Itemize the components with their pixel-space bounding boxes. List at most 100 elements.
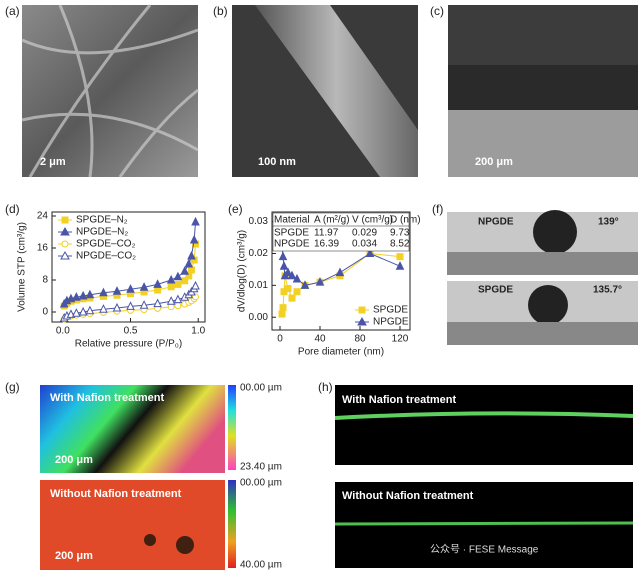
droplet	[528, 285, 568, 325]
point	[191, 280, 200, 290]
panel-label: (a)	[5, 4, 20, 18]
y-tick-label: 8	[42, 275, 48, 286]
y-tick-label: 16	[37, 243, 49, 254]
legend-marker	[60, 226, 70, 236]
legend-label: NPGDE–N₂	[76, 227, 128, 238]
point	[293, 288, 301, 296]
droplet	[533, 210, 577, 254]
point	[112, 286, 122, 295]
angle-label: 139°	[598, 217, 619, 228]
scale-bar-label: 200 μm	[55, 550, 93, 562]
sample-label: NPGDE	[478, 217, 514, 228]
height-map	[40, 385, 225, 473]
point	[139, 300, 149, 309]
scale-bar-label: 100 nm	[258, 156, 296, 168]
point	[99, 304, 108, 313]
point	[191, 216, 200, 226]
y-axis-label: Volume STP (cm³/g)	[17, 222, 28, 312]
panel-label: (c)	[430, 4, 444, 18]
point	[174, 280, 182, 288]
point	[78, 290, 88, 300]
panel-label: (e)	[228, 202, 243, 216]
legend-label: SPGDE	[373, 305, 408, 316]
electrode-layer	[448, 65, 638, 110]
point	[395, 261, 405, 270]
defect	[144, 534, 156, 546]
plot-frame	[51, 211, 206, 323]
point	[85, 289, 95, 299]
point	[180, 266, 189, 275]
x-tick-label: 0.0	[56, 326, 70, 337]
point	[278, 310, 286, 318]
x-tick-label: 80	[354, 334, 366, 345]
point	[174, 302, 182, 310]
y-tick-label: 0	[42, 307, 48, 318]
x-tick-label: 0	[277, 334, 283, 345]
point	[396, 253, 404, 261]
inset-table	[272, 212, 410, 252]
point	[335, 267, 345, 277]
legend-label: NPGDE	[373, 317, 409, 328]
x-tick-label: 40	[314, 334, 326, 345]
table-cell: 0.029	[352, 228, 377, 239]
panel-label: (b)	[213, 4, 228, 18]
table-cell: 9.73	[390, 228, 410, 239]
point	[166, 274, 176, 284]
point	[292, 273, 302, 283]
point	[300, 280, 310, 289]
legend-marker	[60, 250, 70, 260]
point	[184, 258, 194, 268]
legend-marker	[61, 216, 69, 224]
colorbar-label: 40.00 µm	[240, 560, 282, 571]
point	[72, 308, 81, 317]
point	[99, 287, 108, 297]
table-header: D (nm)	[390, 215, 421, 226]
point	[288, 294, 296, 302]
plot-frame	[271, 211, 411, 331]
panel-label: (h)	[318, 380, 333, 394]
point	[153, 279, 162, 288]
table-cell: 11.97	[314, 228, 339, 239]
table-cell: 16.39	[314, 239, 339, 250]
legend-label: SPGDE–CO₂	[76, 239, 136, 250]
scale-bar-label: 200 μm	[475, 156, 513, 168]
height-map	[40, 480, 225, 570]
table-header: Material	[274, 215, 310, 226]
point	[72, 292, 81, 301]
y-tick-label: 0.00	[249, 312, 269, 323]
panel-label: (g)	[5, 380, 20, 394]
point	[279, 304, 287, 312]
point	[283, 267, 293, 277]
point	[365, 248, 375, 257]
point	[189, 234, 199, 244]
colorbar	[228, 480, 236, 568]
fiber	[255, 5, 418, 177]
table-cell: 8.52	[390, 239, 410, 250]
x-tick-label: 1.0	[191, 326, 205, 337]
profile-title: Without Nafion treatment	[342, 490, 474, 502]
fiber-texture	[21, 4, 199, 178]
x-axis-label: Relative pressure (P/P₀)	[75, 339, 183, 350]
defect	[176, 536, 194, 554]
y-tick-label: 24	[37, 211, 49, 222]
point	[284, 285, 292, 293]
watermark: 公众号 · FESE Message	[430, 544, 539, 556]
legend-label: SPGDE–N₂	[76, 215, 128, 226]
point	[287, 270, 297, 280]
colorbar-label: 00.00 µm	[240, 383, 282, 394]
substrate	[447, 252, 638, 275]
legend-marker	[358, 306, 366, 314]
table-header: A (m²/g)	[314, 215, 350, 226]
point	[167, 283, 175, 291]
table-cell: NPGDE	[274, 239, 310, 250]
profile-title: With Nafion treatment	[342, 394, 457, 406]
y-tick-label: 0.03	[249, 216, 269, 227]
y-tick-label: 0.01	[249, 280, 269, 291]
sample-label: SPGDE	[478, 285, 513, 296]
profile-line	[334, 521, 634, 526]
point	[187, 266, 195, 274]
x-axis-label: Pore diameter (nm)	[298, 347, 384, 358]
substrate	[447, 322, 638, 345]
panel-label: (d)	[5, 202, 20, 216]
